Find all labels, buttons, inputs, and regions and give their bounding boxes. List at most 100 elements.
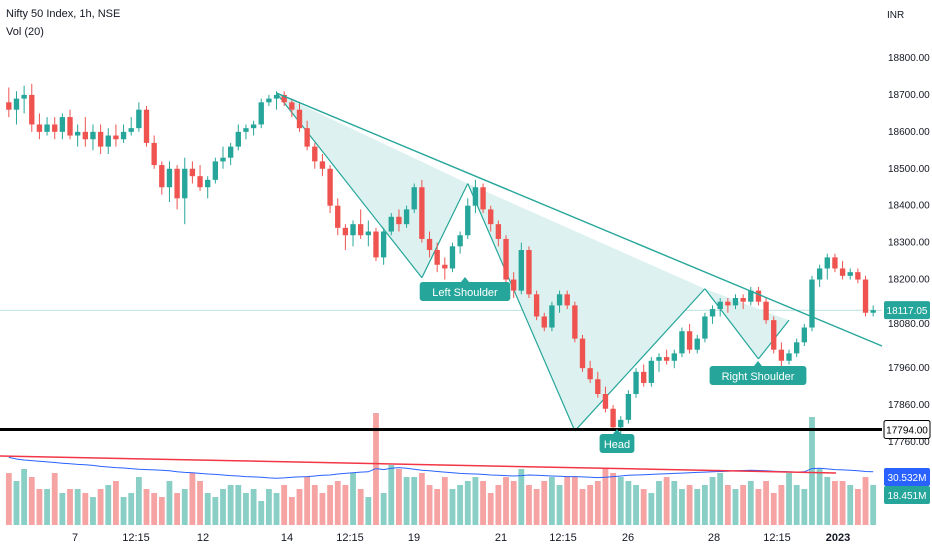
volume-bar: [564, 477, 571, 525]
volume-bar: [365, 497, 372, 525]
candle-body: [143, 109, 150, 143]
pattern-edge: [574, 288, 706, 432]
candle-body: [495, 224, 502, 239]
candle-body: [97, 131, 104, 147]
candle-body: [602, 394, 609, 409]
volume-bar: [97, 489, 104, 525]
volume-bar: [296, 489, 303, 525]
volume-bar: [174, 493, 181, 525]
candle-body: [220, 157, 226, 162]
candle-body: [243, 128, 249, 132]
volume-bar: [824, 477, 831, 525]
volume-bar: [579, 489, 586, 525]
volume-bar: [5, 473, 12, 525]
y-tick-label: 18200.00: [888, 275, 930, 286]
candle-body: [702, 316, 708, 339]
volume-bar: [411, 477, 418, 525]
volume-trend-line: [0, 455, 837, 474]
candle-body: [717, 301, 723, 310]
time-axis: 7 12:15 12 14 12:15 19 21 12:15 26 28 12:15 2023: [72, 532, 850, 544]
pattern-labels: Left Shoulder Head Right Shoulder: [419, 277, 807, 453]
volume-last-tag-text: 18.451M: [888, 491, 927, 502]
candle-body: [510, 279, 517, 291]
volume-bar: [587, 485, 594, 525]
candle-body: [832, 257, 838, 269]
volume-bar: [763, 481, 769, 525]
candle-body: [847, 272, 853, 276]
candle-body: [457, 235, 463, 247]
candle-body: [373, 231, 379, 258]
candle-body: [572, 305, 578, 339]
volume-bar: [778, 485, 785, 525]
volume-bar: [151, 493, 158, 525]
candle-body: [82, 131, 88, 140]
candle-body: [625, 394, 632, 420]
candle-body: [266, 98, 272, 103]
volume-bar: [36, 489, 43, 525]
candle-body: [549, 305, 555, 328]
candle-body: [579, 338, 586, 369]
candle-body: [258, 102, 264, 125]
volume-bar: [342, 485, 349, 525]
pattern-label: Right Shoulder: [709, 361, 807, 385]
volume-bar: [854, 489, 861, 525]
volume-bar: [549, 477, 555, 525]
volume-last-tag: 18.451M: [884, 486, 930, 504]
candle-body: [105, 135, 111, 147]
candle-body: [740, 298, 746, 302]
candle-body: [610, 408, 616, 428]
y-tick-label: 18700.00: [888, 90, 930, 101]
volume-ma-tag-text: 30.532M: [888, 473, 927, 484]
volume-bar: [281, 485, 288, 525]
candle-body: [235, 131, 241, 147]
candle-body: [449, 246, 456, 269]
candle-body: [556, 294, 563, 306]
candle-body: [227, 146, 234, 158]
volume-bar: [663, 477, 670, 525]
volume-bar: [396, 469, 402, 525]
candle-body: [166, 168, 173, 188]
candle-body: [197, 176, 203, 188]
candle-body: [59, 117, 66, 132]
candle-body: [541, 316, 547, 328]
candle-body: [419, 187, 425, 239]
volume-bar: [510, 481, 517, 525]
candle-body: [564, 294, 570, 306]
volume-bar: [388, 465, 395, 525]
pattern-label: Left Shoulder: [419, 277, 511, 301]
candle-body: [312, 146, 318, 162]
candle-body: [281, 94, 287, 103]
volume-bar: [227, 485, 234, 525]
overlay-lines: [0, 92, 883, 431]
candle-body: [732, 298, 739, 306]
candle-body: [595, 379, 601, 394]
candle-body: [472, 187, 479, 206]
candle-body: [411, 187, 417, 210]
volume-bar: [625, 481, 632, 525]
candle-body: [656, 357, 662, 361]
candle-body: [809, 279, 815, 328]
x-tick-label: 12:15: [122, 532, 150, 544]
volume-bar: [839, 481, 846, 525]
volume-bar: [357, 489, 364, 525]
candle-body: [335, 205, 341, 228]
pattern-edge: [421, 183, 469, 278]
last-price-tag: 18117.05: [884, 301, 930, 320]
pattern-label-bg: [709, 366, 807, 385]
pattern-label-pointer: [461, 277, 469, 282]
volume-bar: [617, 477, 624, 525]
x-tick-label: 28: [708, 532, 720, 544]
pattern-label-bg: [419, 282, 511, 301]
x-tick-label: 12:15: [763, 532, 791, 544]
candle-body: [388, 216, 394, 232]
volume-moving-average: [0, 455, 874, 479]
chart-title: Nifty 50 Index, 1h, NSE: [6, 8, 121, 20]
candle-body: [694, 338, 700, 350]
candle-body: [182, 168, 188, 199]
candles: [6, 83, 876, 435]
volume-bar: [701, 485, 708, 525]
volume-bar: [671, 481, 678, 525]
pattern-label-bg: [599, 434, 635, 453]
volume-bar: [235, 485, 242, 525]
